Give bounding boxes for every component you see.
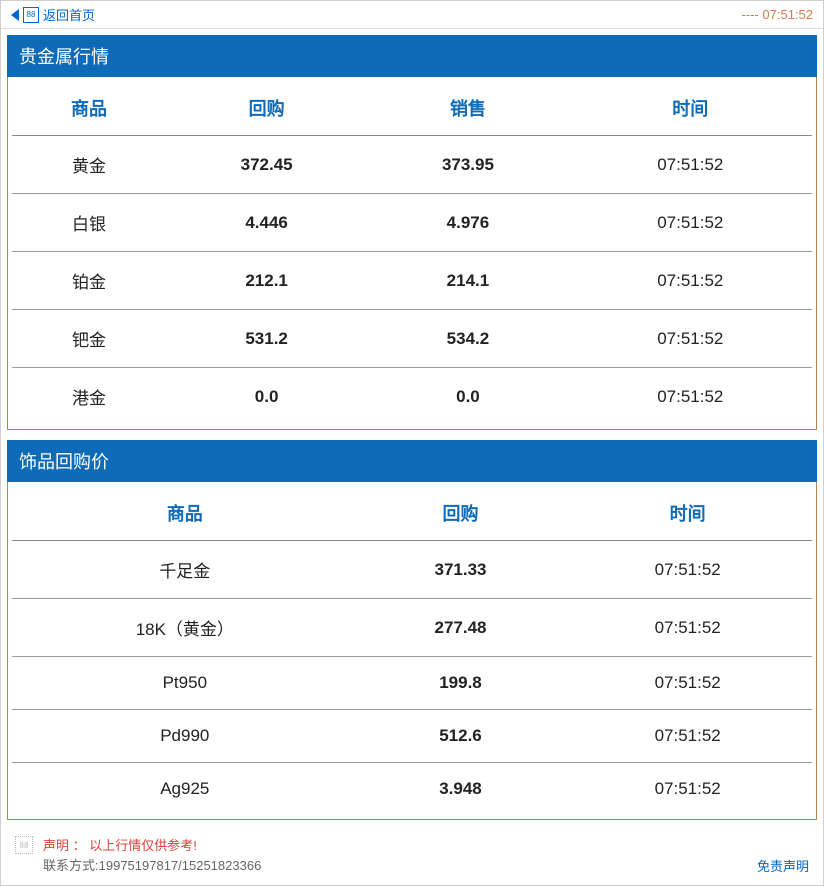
table-cell: 07:51:52 (563, 710, 812, 763)
clock: ---- 07:51:52 (741, 7, 813, 22)
jewelry-table: 商品 回购 时间 千足金371.3307:51:5218K（黄金）277.480… (12, 486, 812, 815)
table-row: 千足金371.3307:51:52 (12, 541, 812, 599)
table-cell: 07:51:52 (569, 136, 812, 194)
table-cell: 277.48 (358, 599, 564, 657)
table-cell: 黄金 (12, 136, 166, 194)
table-row: Pt950199.807:51:52 (12, 657, 812, 710)
section-precious-metals: 贵金属行情 商品 回购 销售 时间 黄金372.45373.9507:51:52… (7, 35, 817, 430)
table-cell: 07:51:52 (563, 657, 812, 710)
table-cell: 07:51:52 (563, 541, 812, 599)
table-cell: 07:51:52 (563, 763, 812, 816)
back-arrow-icon (11, 9, 19, 21)
section-title: 饰品回购价 (7, 440, 817, 482)
table-cell: 07:51:52 (569, 194, 812, 252)
table-cell: 18K（黄金） (12, 599, 358, 657)
table-cell: 0.0 (166, 368, 367, 426)
table-header-row: 商品 回购 销售 时间 (12, 81, 812, 136)
table-cell: 铂金 (12, 252, 166, 310)
table-row: 黄金372.45373.9507:51:52 (12, 136, 812, 194)
table-wrap: 商品 回购 销售 时间 黄金372.45373.9507:51:52白银4.44… (7, 77, 817, 430)
contact-line: 联系方式:19975197817/15251823366 (43, 856, 261, 876)
back-home-link[interactable]: 88 返回首页 (11, 5, 95, 24)
contact-label: 联系方式: (43, 858, 99, 873)
col-time: 时间 (569, 81, 812, 136)
table-cell: 白银 (12, 194, 166, 252)
col-product: 商品 (12, 486, 358, 541)
table-cell: 373.95 (367, 136, 568, 194)
table-row: Ag9253.94807:51:52 (12, 763, 812, 816)
grid-icon: 88 (23, 7, 39, 23)
table-cell: 371.33 (358, 541, 564, 599)
topbar: 88 返回首页 ---- 07:51:52 (1, 1, 823, 29)
back-label: 返回首页 (43, 5, 95, 24)
clock-prefix: ---- (741, 7, 758, 22)
table-cell: 港金 (12, 368, 166, 426)
table-row: 港金0.00.007:51:52 (12, 368, 812, 426)
table-row: 18K（黄金）277.4807:51:52 (12, 599, 812, 657)
col-buyback: 回购 (166, 81, 367, 136)
table-cell: Ag925 (12, 763, 358, 816)
table-cell: 534.2 (367, 310, 568, 368)
col-buyback: 回购 (358, 486, 564, 541)
table-cell: 531.2 (166, 310, 367, 368)
table-cell: 3.948 (358, 763, 564, 816)
disclaim-text: 以上行情仅供参考! (89, 838, 197, 853)
col-sale: 销售 (367, 81, 568, 136)
metals-table: 商品 回购 销售 时间 黄金372.45373.9507:51:52白银4.44… (12, 81, 812, 425)
table-cell: 212.1 (166, 252, 367, 310)
section-jewelry-buyback: 饰品回购价 商品 回购 时间 千足金371.3307:51:5218K（黄金）2… (7, 440, 817, 820)
disclaimer-link[interactable]: 免责声明 (757, 856, 809, 875)
contact-value: 19975197817/15251823366 (99, 858, 262, 873)
table-row: 白银4.4464.97607:51:52 (12, 194, 812, 252)
clock-time: 07:51:52 (762, 7, 813, 22)
table-row: Pd990512.607:51:52 (12, 710, 812, 763)
table-cell: Pd990 (12, 710, 358, 763)
table-cell: 199.8 (358, 657, 564, 710)
page-container: 88 返回首页 ---- 07:51:52 贵金属行情 商品 回购 销售 时间 … (0, 0, 824, 886)
table-wrap: 商品 回购 时间 千足金371.3307:51:5218K（黄金）277.480… (7, 482, 817, 820)
table-cell: 千足金 (12, 541, 358, 599)
table-cell: 07:51:52 (563, 599, 812, 657)
table-header-row: 商品 回购 时间 (12, 486, 812, 541)
table-row: 铂金212.1214.107:51:52 (12, 252, 812, 310)
table-cell: 214.1 (367, 252, 568, 310)
table-cell: 512.6 (358, 710, 564, 763)
col-time: 时间 (563, 486, 812, 541)
footer-left: 88 声明 ： 以上行情仅供参考! 联系方式:19975197817/15251… (15, 836, 261, 875)
table-cell: 372.45 (166, 136, 367, 194)
disclaim-label: 声明 ： (43, 838, 86, 853)
footer-grid-icon: 88 (15, 836, 33, 854)
table-cell: Pt950 (12, 657, 358, 710)
table-row: 钯金531.2534.207:51:52 (12, 310, 812, 368)
section-title: 贵金属行情 (7, 35, 817, 77)
table-cell: 0.0 (367, 368, 568, 426)
table-cell: 钯金 (12, 310, 166, 368)
table-cell: 07:51:52 (569, 368, 812, 426)
table-cell: 4.976 (367, 194, 568, 252)
col-product: 商品 (12, 81, 166, 136)
table-cell: 4.446 (166, 194, 367, 252)
footer-text: 声明 ： 以上行情仅供参考! 联系方式:19975197817/15251823… (43, 836, 261, 875)
table-cell: 07:51:52 (569, 310, 812, 368)
table-cell: 07:51:52 (569, 252, 812, 310)
